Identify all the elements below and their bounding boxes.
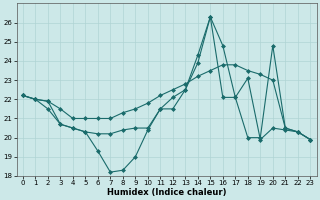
X-axis label: Humidex (Indice chaleur): Humidex (Indice chaleur) — [107, 188, 226, 197]
